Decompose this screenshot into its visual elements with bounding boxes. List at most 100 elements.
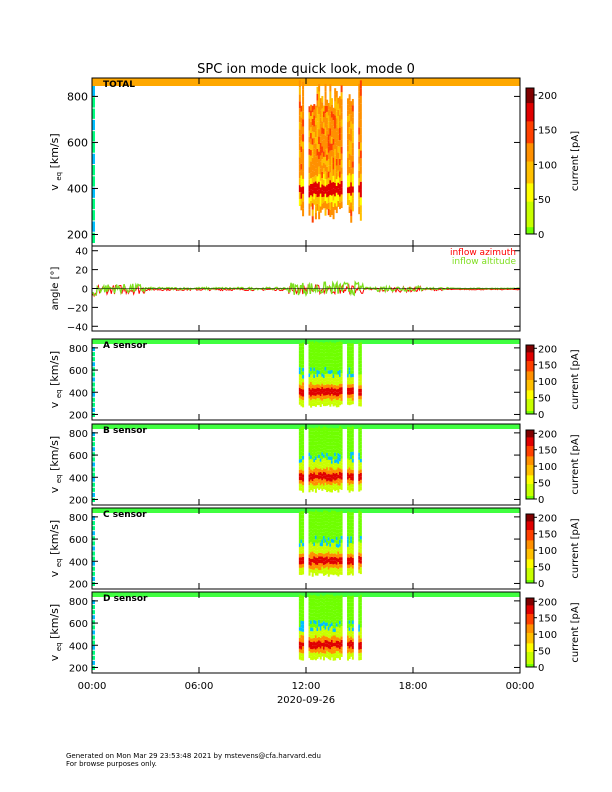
heatmap-cell bbox=[347, 116, 350, 123]
heatmap-cell bbox=[326, 442, 329, 446]
heatmap-cell bbox=[327, 363, 330, 367]
heatmap-cell bbox=[298, 619, 301, 624]
heatmap-cell bbox=[327, 380, 330, 385]
heatmap-cell bbox=[337, 616, 340, 620]
heatmap-cell bbox=[332, 144, 335, 152]
heatmap-cell bbox=[337, 341, 340, 346]
heatmap-cell bbox=[326, 647, 329, 651]
heatmap-cell bbox=[316, 434, 319, 438]
edge-cell bbox=[92, 492, 95, 497]
heatmap-cell bbox=[329, 187, 332, 195]
edge-cell bbox=[92, 412, 95, 417]
heatmap-cell bbox=[302, 635, 305, 639]
heatmap-cell bbox=[310, 349, 313, 353]
heatmap-cell bbox=[316, 478, 319, 482]
heatmap-cell bbox=[318, 381, 321, 385]
heatmap-cell bbox=[322, 653, 325, 657]
heatmap-cell bbox=[302, 528, 305, 533]
heatmap-cell bbox=[358, 445, 361, 450]
colorbar-tick-label: 200 bbox=[538, 597, 557, 608]
heatmap-cell bbox=[322, 599, 325, 604]
heatmap-cell bbox=[327, 431, 330, 436]
heatmap-cell bbox=[350, 646, 353, 651]
edge-cell bbox=[92, 352, 95, 357]
heatmap-cell bbox=[298, 397, 301, 402]
heatmap-cell bbox=[347, 602, 350, 607]
heatmap-cell bbox=[314, 441, 317, 446]
heatmap-cell bbox=[350, 599, 353, 603]
heatmap-cell bbox=[308, 391, 311, 395]
heatmap-cell bbox=[322, 111, 325, 117]
heatmap-cell bbox=[330, 373, 333, 377]
heatmap-cell bbox=[334, 456, 337, 460]
heatmap-cell bbox=[300, 192, 303, 199]
heatmap-cell bbox=[330, 383, 333, 388]
heatmap-cell bbox=[321, 108, 324, 115]
heatmap-cell bbox=[351, 451, 354, 456]
heatmap-cell bbox=[310, 652, 313, 657]
heatmap-cell bbox=[321, 366, 324, 370]
heatmap-cell bbox=[332, 571, 335, 576]
heatmap-cell bbox=[302, 171, 305, 179]
heatmap-cell bbox=[351, 356, 354, 361]
heatmap-cell bbox=[347, 350, 350, 354]
heatmap-cell bbox=[338, 436, 341, 441]
heatmap-cell bbox=[335, 472, 338, 477]
heatmap-cell bbox=[314, 481, 317, 486]
heatmap-cell bbox=[338, 478, 341, 483]
heatmap-cell bbox=[340, 390, 343, 395]
heatmap-cell bbox=[347, 568, 350, 572]
heatmap-cell bbox=[351, 557, 354, 562]
heatmap-cell bbox=[359, 458, 362, 463]
heatmap-cell bbox=[335, 360, 338, 364]
heatmap-cell bbox=[322, 116, 325, 123]
heatmap-cell bbox=[350, 353, 353, 358]
heatmap-cell bbox=[358, 656, 361, 661]
heatmap-cell bbox=[332, 349, 335, 354]
heatmap-cell bbox=[302, 141, 305, 150]
heatmap-cell bbox=[321, 553, 324, 557]
heatmap-cell bbox=[326, 597, 329, 602]
heatmap-cell bbox=[350, 480, 353, 484]
heatmap-cell bbox=[330, 356, 333, 360]
colorbar-cell bbox=[526, 407, 534, 410]
heatmap-cell bbox=[311, 598, 314, 603]
colorbar-cell bbox=[526, 401, 534, 405]
heatmap-cell bbox=[308, 106, 311, 113]
heatmap-cell bbox=[348, 438, 351, 442]
heatmap-cell bbox=[338, 620, 341, 625]
heatmap-cell bbox=[308, 633, 311, 637]
heatmap-cell bbox=[329, 348, 332, 353]
heatmap-cell bbox=[358, 631, 361, 636]
heatmap-cell bbox=[316, 169, 319, 177]
heatmap-cell bbox=[329, 525, 332, 530]
colorbar-cell bbox=[526, 572, 534, 575]
heatmap-cell bbox=[314, 359, 317, 364]
heatmap-cell bbox=[334, 182, 337, 190]
heatmap-cell bbox=[329, 381, 332, 385]
heatmap-cell bbox=[334, 621, 337, 625]
heatmap-cell bbox=[338, 433, 341, 437]
heatmap-cell bbox=[310, 172, 313, 179]
heatmap-cell bbox=[310, 528, 313, 532]
heatmap-cell bbox=[326, 191, 329, 198]
heatmap-cell bbox=[327, 140, 330, 147]
heatmap-cell bbox=[313, 431, 316, 436]
heatmap-cell bbox=[318, 433, 321, 438]
heatmap-cell bbox=[338, 369, 341, 374]
heatmap-cell bbox=[329, 135, 332, 144]
heatmap-cell bbox=[351, 473, 354, 477]
heatmap-cell bbox=[322, 603, 325, 607]
heatmap-cell bbox=[340, 194, 343, 202]
heatmap-cell bbox=[319, 478, 322, 483]
heatmap-cell bbox=[318, 556, 321, 560]
heatmap-cell bbox=[335, 442, 338, 446]
heatmap-cell bbox=[350, 566, 353, 571]
heatmap-cell bbox=[324, 619, 327, 623]
heatmap-cell bbox=[335, 431, 338, 436]
heatmap-cell bbox=[318, 370, 321, 375]
heatmap-cell bbox=[298, 178, 301, 186]
heatmap-cell bbox=[308, 185, 311, 192]
heatmap-cell bbox=[359, 189, 362, 198]
heatmap-cell bbox=[322, 395, 325, 400]
